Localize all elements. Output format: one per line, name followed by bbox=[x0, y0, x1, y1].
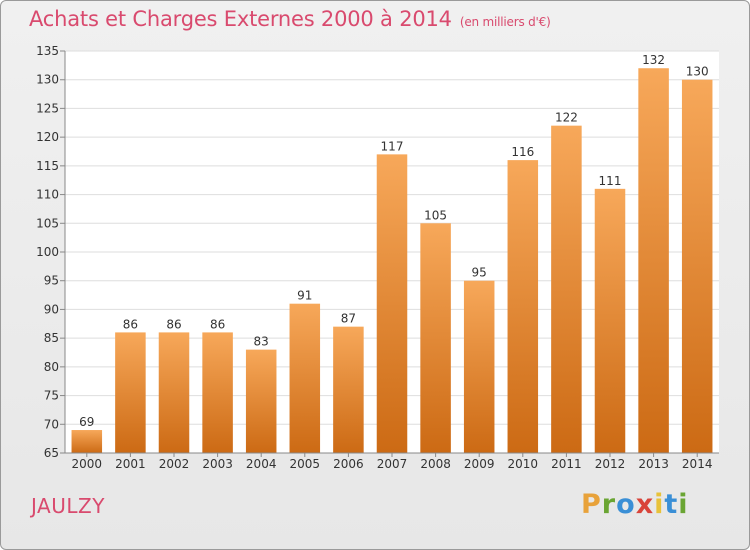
logo-letter: t bbox=[664, 489, 679, 520]
y-tick-label: 70 bbox=[44, 417, 59, 431]
y-tick-label: 65 bbox=[44, 446, 59, 460]
bar bbox=[289, 303, 321, 453]
y-tick-label: 110 bbox=[36, 188, 59, 202]
y-tick-label: 75 bbox=[44, 389, 59, 403]
commune-name: JAULZY bbox=[31, 494, 105, 518]
x-axis: 2000 2001 2002 2003 2004 2005 2006 2007 2008 2009… bbox=[65, 452, 719, 471]
bar bbox=[245, 349, 277, 453]
data-labels: 69 86 86 86 83 91 87 117 105 95 116 122 111 132 130 bbox=[79, 53, 708, 429]
bar bbox=[681, 79, 713, 453]
data-label: 95 bbox=[472, 266, 487, 280]
data-label: 122 bbox=[555, 111, 578, 125]
x-tick-label: 2009 bbox=[464, 457, 495, 471]
x-tick-label: 2012 bbox=[595, 457, 626, 471]
chart-title-unit: (en milliers d'€) bbox=[459, 15, 551, 29]
data-label: 117 bbox=[381, 139, 404, 153]
bar bbox=[71, 430, 103, 453]
x-tick-label: 2014 bbox=[682, 457, 713, 471]
y-tick-label: 115 bbox=[36, 159, 59, 173]
data-label: 132 bbox=[642, 53, 665, 67]
bar bbox=[420, 223, 451, 453]
y-tick-label: 95 bbox=[44, 274, 59, 288]
x-tick-label: 2004 bbox=[246, 457, 277, 471]
bar bbox=[202, 332, 233, 453]
chart-title: Achats et Charges Externes 2000 à 2014 (e… bbox=[29, 7, 551, 31]
logo-letter: o bbox=[616, 489, 636, 520]
y-tick-label: 90 bbox=[44, 302, 59, 316]
x-tick-label: 2003 bbox=[202, 457, 233, 471]
bar bbox=[333, 326, 364, 453]
y-tick-label: 80 bbox=[44, 360, 59, 374]
x-tick-label: 2002 bbox=[159, 457, 190, 471]
logo-letter: x bbox=[635, 489, 655, 520]
x-tick-label: 2001 bbox=[115, 457, 146, 471]
data-label: 116 bbox=[511, 145, 534, 159]
logo-letter: i bbox=[678, 489, 689, 520]
data-label: 83 bbox=[254, 335, 269, 349]
bar bbox=[551, 125, 582, 454]
data-label: 86 bbox=[210, 317, 225, 331]
data-label: 87 bbox=[341, 312, 356, 326]
x-tick-label: 2008 bbox=[420, 457, 451, 471]
bar bbox=[507, 160, 539, 453]
data-label: 105 bbox=[424, 208, 447, 222]
y-tick-label: 85 bbox=[44, 331, 59, 345]
bar bbox=[638, 68, 669, 453]
x-tick-label: 2013 bbox=[638, 457, 669, 471]
bar bbox=[115, 332, 146, 453]
bar bbox=[463, 280, 495, 453]
logo-letter: r bbox=[601, 489, 617, 520]
x-tick-label: 2010 bbox=[508, 457, 539, 471]
proxiti-logo: Proxiti bbox=[581, 489, 689, 520]
x-tick-label: 2000 bbox=[72, 457, 103, 471]
bar-series bbox=[71, 68, 713, 454]
chart-title-text: Achats et Charges Externes 2000 à 2014 bbox=[29, 7, 452, 31]
bar bbox=[376, 154, 408, 453]
x-tick-label: 2011 bbox=[551, 457, 582, 471]
y-axis: 65 70 75 80 85 90 95 100 105 110 115 120 125 130 135 bbox=[36, 44, 66, 460]
y-tick-label: 100 bbox=[36, 245, 59, 259]
y-tick-label: 130 bbox=[36, 73, 59, 87]
x-tick-label: 2006 bbox=[333, 457, 364, 471]
x-tick-label: 2007 bbox=[377, 457, 408, 471]
data-label: 86 bbox=[166, 317, 181, 331]
data-label: 69 bbox=[79, 415, 94, 429]
bar bbox=[158, 332, 190, 453]
x-tick-label: 2005 bbox=[290, 457, 321, 471]
y-tick-label: 125 bbox=[36, 101, 59, 115]
bar bbox=[594, 188, 626, 454]
logo-letter: P bbox=[581, 489, 602, 520]
y-tick-label: 105 bbox=[36, 216, 59, 230]
logo-letter: i bbox=[654, 489, 665, 520]
data-label: 86 bbox=[123, 317, 138, 331]
data-label: 130 bbox=[686, 65, 709, 79]
y-tick-label: 120 bbox=[36, 130, 59, 144]
data-label: 111 bbox=[599, 174, 622, 188]
y-tick-label: 135 bbox=[36, 44, 59, 58]
data-label: 91 bbox=[297, 289, 312, 303]
